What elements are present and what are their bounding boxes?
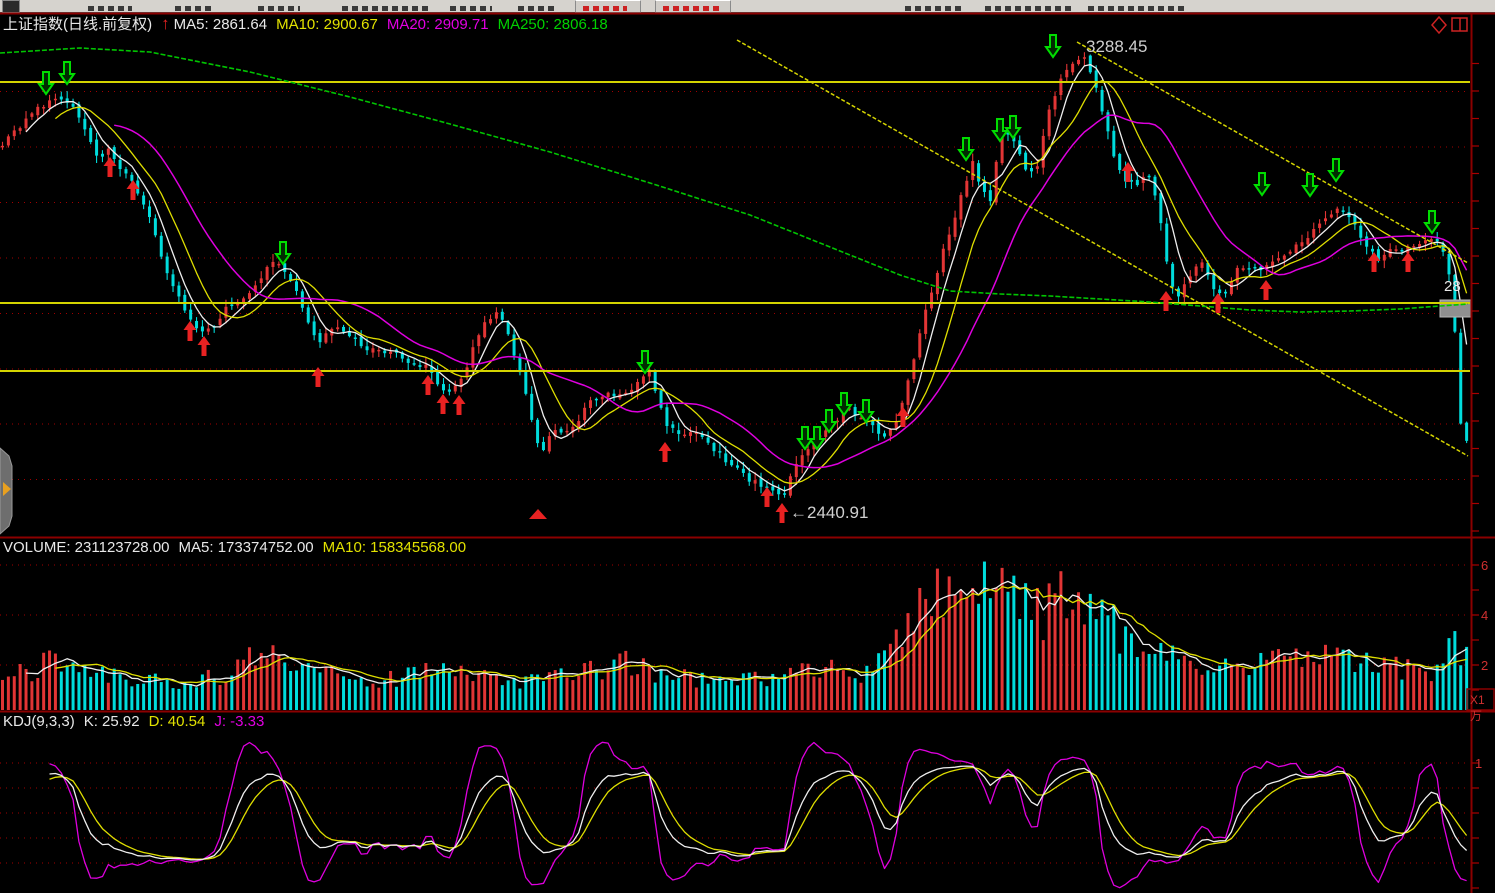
buy-arrow-icon <box>1211 293 1225 313</box>
menubar-clipped-text[interactable] <box>175 6 213 11</box>
diamond-icon[interactable] <box>1431 15 1447 35</box>
buy-arrow-icon <box>311 367 325 387</box>
buy-arrow-icon <box>1121 162 1135 182</box>
main-title-part: 上证指数(日线.前复权) <box>3 16 153 33</box>
peak-price-annotation: 3288.45 <box>1086 37 1148 56</box>
menubar-clipped-text[interactable] <box>342 6 430 11</box>
volume-axis-label-2: 2 <box>1481 658 1489 673</box>
signal-arrows <box>37 34 1441 523</box>
clipped-price-label: 28 <box>1444 278 1461 295</box>
left-panel-expand-tab[interactable] <box>0 447 13 535</box>
menubar-clipped-text[interactable] <box>583 6 627 11</box>
buy-arrow-icon <box>1401 252 1415 272</box>
main-price-pane[interactable] <box>0 34 1471 523</box>
buy-arrow-icon <box>421 375 435 395</box>
vol-title-part: VOLUME: 231123728.00 <box>3 539 170 556</box>
sell-arrow-icon <box>857 399 875 424</box>
menubar[interactable] <box>0 0 1495 13</box>
main-title-part: MA5: 2861.64 <box>173 16 268 33</box>
volume-unit-label: X1万 <box>1470 693 1485 723</box>
chart-corner-icons <box>1431 15 1468 35</box>
main-title-part: MA250: 2806.18 <box>497 16 608 33</box>
volume-axis-label-6: 6 <box>1481 558 1489 573</box>
sell-arrow-icon <box>820 409 838 434</box>
buy-arrow-icon <box>197 336 211 356</box>
vol-title-part: MA5: 173374752.00 <box>178 539 314 556</box>
buy-arrow-icon <box>896 407 910 427</box>
buy-arrow-icon <box>183 321 197 341</box>
vol-title-part: MA10: 158345568.00 <box>322 539 467 556</box>
kdj-title-part: K: 25.92 <box>83 713 140 730</box>
buy-arrow-icon <box>1259 280 1273 300</box>
kdj-title-part: KDJ(9,3,3) <box>3 713 75 730</box>
sell-arrow-icon <box>1301 173 1319 198</box>
buy-arrow-icon <box>452 395 466 415</box>
buy-arrow-icon <box>658 442 672 462</box>
buy-arrow-icon <box>775 503 789 523</box>
buy-arrow-icon <box>103 157 117 177</box>
sell-arrow-icon <box>58 61 76 86</box>
low-price-annotation: ←2440.91 <box>790 503 869 522</box>
kdj-pane-title: KDJ(9,3,3) K: 25.92 D: 40.54 J: -3.33 <box>3 713 273 730</box>
volume-pane[interactable] <box>0 561 1470 710</box>
sell-arrow-icon <box>991 118 1009 143</box>
buy-arrow-icon <box>126 180 140 200</box>
trendline[interactable] <box>736 39 1469 457</box>
sell-arrow-icon <box>808 426 826 451</box>
sell-arrow-icon <box>37 71 55 96</box>
main-chart-title: 上证指数(日线.前复权) ↑ MA5: 2861.64 MA10: 2900.67 MA… <box>3 13 617 34</box>
menubar-clipped-text[interactable] <box>450 6 492 11</box>
menubar-clipped-text[interactable] <box>663 6 719 11</box>
volume-unit-box <box>1466 688 1495 711</box>
kdj-title-part: D: 40.54 <box>148 713 206 730</box>
sell-arrow-icon <box>636 350 654 375</box>
buy-triangle-icon <box>529 509 547 519</box>
menubar-clipped-text[interactable] <box>258 6 300 11</box>
main-title-part: MA10: 2900.67 <box>276 16 378 33</box>
expand-arrow-icon <box>3 482 11 496</box>
volume-pane-title: VOLUME: 231123728.00 MA5: 173374752.00 MA1… <box>3 539 475 556</box>
sell-arrow-icon <box>274 241 292 266</box>
trendline[interactable] <box>1076 41 1469 264</box>
menubar-clipped-text[interactable] <box>905 6 963 11</box>
kdj-pane[interactable] <box>0 741 1470 889</box>
volume-axis-label-4: 4 <box>1481 608 1489 623</box>
sell-arrow-icon <box>1044 34 1062 59</box>
menubar-clipped-text[interactable] <box>518 6 556 11</box>
buy-arrow-icon <box>760 487 774 507</box>
main-title-part: MA20: 2909.71 <box>386 16 489 33</box>
volume-bars <box>1 561 1469 710</box>
sell-arrow-icon <box>1423 210 1441 235</box>
sell-arrow-icon <box>835 392 853 417</box>
sell-arrow-icon <box>1253 172 1271 197</box>
right-axis <box>0 12 1495 893</box>
buy-arrow-icon <box>1159 291 1173 311</box>
kdj-axis-label-100: 1 <box>1475 756 1483 771</box>
menubar-clipped-text[interactable] <box>88 6 132 11</box>
sell-arrow-icon <box>1004 115 1022 140</box>
kdj-title-part: J: -3.33 <box>214 713 265 730</box>
menubar-clipped-text[interactable] <box>1088 6 1188 11</box>
buy-arrow-icon <box>1367 252 1381 272</box>
sell-arrow-icon <box>1327 158 1345 183</box>
sell-arrow-icon <box>957 137 975 162</box>
menubar-clipped-text[interactable] <box>985 6 1075 11</box>
buy-arrow-icon <box>436 394 450 414</box>
main-title-part: ↑ <box>161 14 170 33</box>
